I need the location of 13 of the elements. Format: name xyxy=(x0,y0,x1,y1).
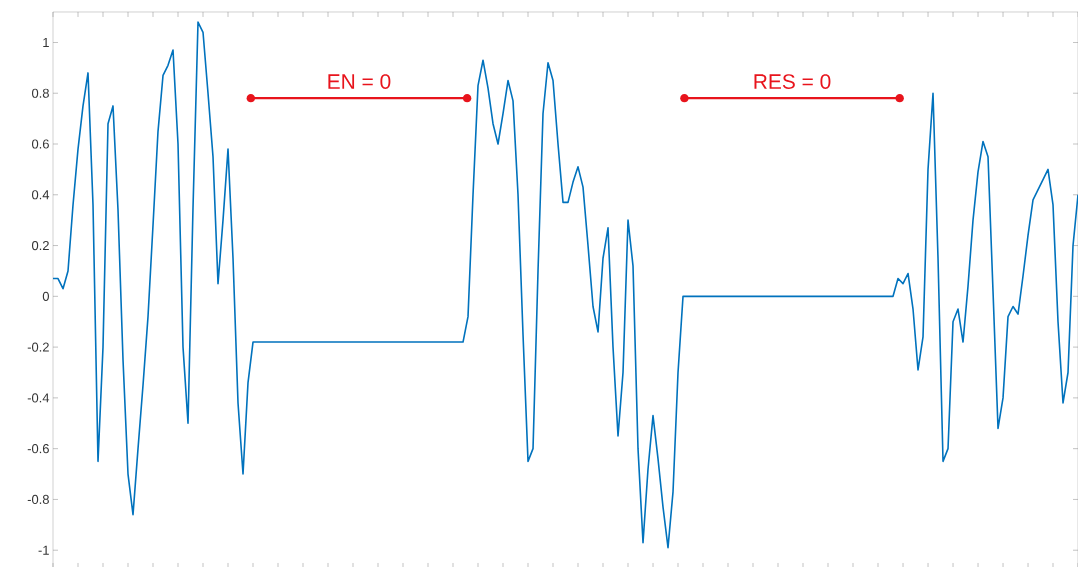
y-tick-label: 0 xyxy=(42,291,49,301)
y-tick-label: -0.4 xyxy=(27,393,50,403)
y-tick-label: 0.2 xyxy=(31,240,49,251)
annotation: RES = 0 xyxy=(754,74,831,89)
y-tick-label: -0.6 xyxy=(27,444,49,454)
y-tick-label: 0.6 xyxy=(31,139,49,149)
y-tick-label: -1 xyxy=(38,545,49,555)
annotation: EN = 0 xyxy=(328,74,391,89)
y-tick-label: 0.8 xyxy=(31,88,49,98)
y-tick-label: -0.8 xyxy=(27,494,49,505)
y-tick-label: -0.2 xyxy=(27,342,49,352)
y-tick-label: 0.4 xyxy=(31,190,50,200)
y-tick-label: 1 xyxy=(43,38,49,47)
